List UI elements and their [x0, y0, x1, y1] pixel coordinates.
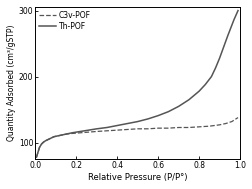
C3v-POF [95, 130, 98, 133]
Th-POF [64, 133, 67, 135]
Th-POF [232, 19, 235, 21]
C3v-POF [176, 126, 179, 129]
Th-POF [52, 136, 55, 138]
Th-POF [40, 143, 43, 145]
Th-POF [234, 14, 237, 16]
Th-POF [38, 146, 41, 148]
Th-POF [197, 90, 200, 92]
Th-POF [236, 9, 239, 12]
Th-POF [105, 126, 108, 129]
Th-POF [125, 122, 129, 125]
Th-POF [71, 132, 74, 134]
Th-POF [36, 153, 39, 155]
C3v-POF [236, 116, 239, 119]
C3v-POF [35, 156, 38, 158]
Th-POF [176, 105, 179, 108]
Th-POF [115, 124, 118, 127]
Th-POF [209, 75, 212, 78]
C3v-POF [105, 130, 108, 132]
C3v-POF [79, 132, 82, 134]
X-axis label: Relative Pressure (P/P°): Relative Pressure (P/P°) [88, 173, 187, 182]
C3v-POF [136, 128, 139, 130]
C3v-POF [125, 128, 129, 131]
Th-POF [95, 128, 98, 130]
Th-POF [203, 83, 206, 86]
C3v-POF [115, 129, 118, 131]
C3v-POF [48, 138, 51, 140]
C3v-POF [197, 126, 200, 128]
Th-POF [35, 156, 38, 158]
Th-POF [229, 24, 232, 26]
C3v-POF [52, 136, 55, 138]
Th-POF [136, 120, 139, 123]
Th-POF [225, 35, 228, 37]
C3v-POF [40, 143, 43, 145]
Th-POF [87, 129, 90, 131]
C3v-POF [37, 149, 40, 152]
C3v-POF [71, 132, 74, 135]
C3v-POF [187, 126, 190, 129]
Th-POF [146, 118, 149, 120]
Line: Th-POF: Th-POF [36, 11, 237, 157]
Th-POF [58, 134, 61, 136]
C3v-POF [207, 125, 210, 127]
Th-POF [221, 46, 224, 48]
C3v-POF [156, 127, 159, 129]
C3v-POF [146, 128, 149, 130]
Th-POF [42, 141, 45, 143]
Th-POF [213, 67, 216, 69]
C3v-POF [38, 146, 41, 148]
Th-POF [156, 115, 159, 117]
C3v-POF [166, 127, 169, 129]
Th-POF [44, 139, 47, 142]
Th-POF [37, 149, 40, 152]
Line: C3v-POF: C3v-POF [36, 118, 237, 157]
C3v-POF [64, 133, 67, 135]
C3v-POF [44, 139, 47, 142]
Th-POF [217, 57, 220, 59]
C3v-POF [58, 134, 61, 136]
C3v-POF [87, 131, 90, 133]
Th-POF [187, 99, 190, 101]
Y-axis label: Quantity Adsorbed (cm³/gSTP): Quantity Adsorbed (cm³/gSTP) [7, 25, 16, 142]
C3v-POF [223, 122, 226, 125]
Th-POF [166, 111, 169, 113]
Th-POF [48, 138, 51, 140]
Th-POF [79, 130, 82, 133]
C3v-POF [42, 141, 45, 143]
C3v-POF [36, 153, 39, 155]
Legend: C3v-POF, Th-POF: C3v-POF, Th-POF [38, 10, 92, 33]
C3v-POF [217, 124, 220, 126]
C3v-POF [229, 120, 232, 123]
